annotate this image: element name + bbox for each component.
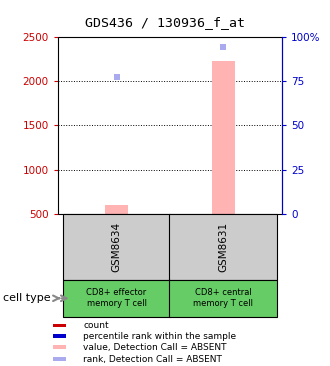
Text: CD8+ effector
memory T cell: CD8+ effector memory T cell: [86, 288, 147, 308]
Bar: [63, 280, 171, 317]
Point: [114, 75, 119, 81]
Text: GSM8634: GSM8634: [112, 222, 121, 272]
Bar: [53, 345, 66, 349]
Bar: [53, 335, 66, 338]
Text: GDS436 / 130936_f_at: GDS436 / 130936_f_at: [85, 16, 245, 30]
Bar: [53, 324, 66, 328]
Text: GSM8631: GSM8631: [218, 222, 228, 272]
Point: [221, 44, 226, 50]
Bar: [169, 280, 277, 317]
Bar: [169, 214, 277, 280]
Bar: [63, 214, 171, 280]
Text: cell type: cell type: [3, 293, 51, 303]
Text: value, Detection Call = ABSENT: value, Detection Call = ABSENT: [83, 343, 227, 352]
Text: percentile rank within the sample: percentile rank within the sample: [83, 332, 237, 341]
Text: count: count: [83, 321, 109, 330]
Bar: [53, 357, 66, 361]
Bar: [105, 205, 128, 214]
Bar: [212, 61, 235, 214]
Text: rank, Detection Call = ABSENT: rank, Detection Call = ABSENT: [83, 355, 222, 363]
Text: CD8+ central
memory T cell: CD8+ central memory T cell: [193, 288, 253, 308]
